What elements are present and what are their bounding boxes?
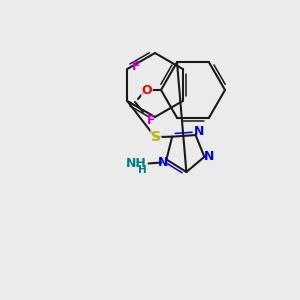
Text: N: N bbox=[204, 150, 214, 163]
Text: NH: NH bbox=[126, 157, 147, 170]
Text: F: F bbox=[132, 61, 141, 74]
Text: O: O bbox=[142, 83, 152, 97]
Text: S: S bbox=[151, 130, 161, 144]
Text: H: H bbox=[138, 166, 147, 176]
Text: F: F bbox=[147, 113, 155, 127]
Text: N: N bbox=[194, 124, 204, 137]
Text: N: N bbox=[158, 156, 169, 169]
